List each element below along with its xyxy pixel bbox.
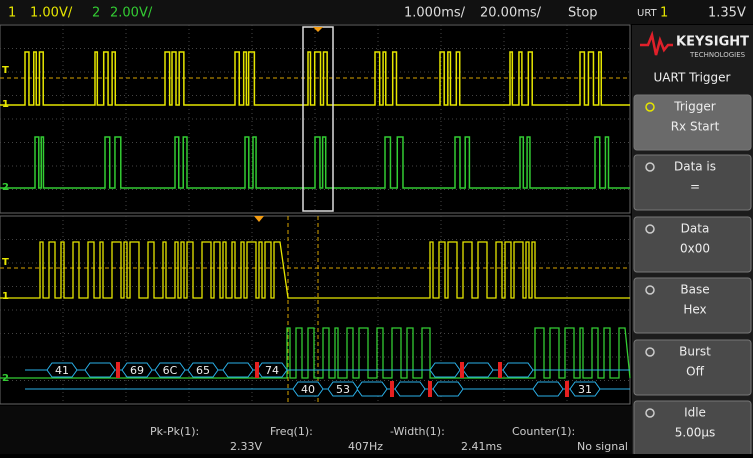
decode-packet [222,362,254,378]
decode-packet [502,362,534,378]
ch2-overview-trace [0,136,630,189]
softkey-label[interactable]: Base [680,283,709,297]
softkey-knob-icon [645,347,655,357]
trigger-marker: T [2,65,9,76]
measurement-label: Pk-Pk(1): [150,425,199,438]
channel-markers: T 1 2 T 1 2 [2,65,9,384]
decode-error [255,362,259,378]
decode-value: 6C [163,364,178,377]
softkey-knob-icon [645,224,655,234]
decode-error [498,362,502,378]
measurements: Pk-Pk(1): 2.33V Freq(1): 407Hz -Width(1)… [150,425,628,453]
decode-packet [429,362,461,378]
brand-sub: TECHNOLOGIES [689,51,746,59]
main-timebase: 20.00ms/ [480,6,542,21]
softkey[interactable] [633,94,752,151]
softkey-value[interactable]: Rx Start [671,120,720,134]
softkey-label[interactable]: Trigger [673,100,715,114]
grid [0,25,630,404]
softkey-value[interactable]: = [690,180,700,194]
decode-packet [462,362,494,378]
decode-packet [154,362,186,378]
softkey[interactable] [633,339,752,396]
decode-packet [256,362,288,378]
softkey-label[interactable]: Data is [674,160,716,174]
trigger-source: URT [637,8,658,19]
top-bar [0,0,632,24]
ch1-zoom-trace [0,241,630,299]
decode-value: 40 [301,383,315,396]
ch2-number: 2 [92,6,100,21]
top-bar-texts: 1 1.00V/ 2 2.00V/ 1.000ms/ 20.00ms/ Stop [8,6,598,21]
decode-packet [46,362,78,378]
trigger-position-marker [254,216,264,222]
decode-value: 69 [130,364,144,377]
ch1-scale: 1.00V/ [30,6,73,21]
softkey-knob-icon [645,408,655,418]
run-state: Stop [568,6,598,21]
decode-value: 74 [265,364,279,377]
decode-value: 65 [196,364,210,377]
decode-packet [569,381,601,397]
decode-packet [292,381,324,397]
measurement-label: Freq(1): [270,425,313,438]
softkey-knob-icon [645,102,655,112]
decode-value: 53 [336,383,350,396]
softkey-value[interactable]: Hex [683,303,706,317]
decode-packet [121,362,153,378]
trigger-position-marker-overview [313,27,323,32]
ch2-marker: 2 [2,182,9,193]
measurement-value: No signal [577,440,628,453]
keysight-logo [640,30,673,56]
measurement-bar [0,406,632,454]
softkey-label[interactable]: Burst [679,345,711,359]
ch1-marker-zoom: 1 [2,291,9,302]
menu-title: UART Trigger [654,71,731,85]
softkey-label[interactable]: Idle [684,406,706,420]
trigger-status [632,0,753,24]
softkey[interactable] [633,277,752,334]
decode-packet [84,362,116,378]
zoom-timebase: 1.000ms/ [404,6,466,21]
measurement-label: Counter(1): [512,425,575,438]
decode-error [460,362,464,378]
serial-decode: 41 69 6C 65 74 40 53 31 [25,362,630,397]
trigger-channel: 1 [660,6,668,21]
decode-error [565,381,569,397]
softkey-value[interactable]: 0x00 [680,242,710,256]
softkey-knob-icon [645,285,655,295]
ch2-marker-zoom: 2 [2,373,9,384]
ch1-marker: 1 [2,99,9,110]
softkey[interactable] [633,216,752,273]
decode-error [428,381,432,397]
softkey[interactable] [633,154,752,211]
softkey-label[interactable]: Data [681,222,710,236]
softkey-knob-icon [645,162,655,172]
measurement-value: 2.41ms [461,440,502,453]
ch2-scale: 2.00V/ [110,6,153,21]
decode-value: 41 [55,364,69,377]
brand: KEYSIGHT [676,35,749,50]
measurement-value: 2.33V [230,440,262,453]
measurement-value: 407Hz [348,440,383,453]
softkey-value[interactable]: 5.00µs [675,426,716,440]
decode-packet [394,381,426,397]
decode-packet [356,381,388,397]
ch1-number: 1 [8,6,16,21]
ch2-zoom-trace [0,327,631,379]
decode-error [116,362,120,378]
trigger-level: 1.35V [708,6,746,21]
decode-packet [532,381,564,397]
decode-packet [187,362,219,378]
waveforms [0,51,631,404]
measurement-label: -Width(1): [390,425,445,438]
decode-error [390,381,394,397]
decode-value: 31 [578,383,592,396]
decode-packet [432,381,464,397]
ch1-overview-trace [0,51,630,106]
trigger-marker-zoom: T [2,257,9,268]
softkey-value[interactable]: Off [686,365,704,379]
